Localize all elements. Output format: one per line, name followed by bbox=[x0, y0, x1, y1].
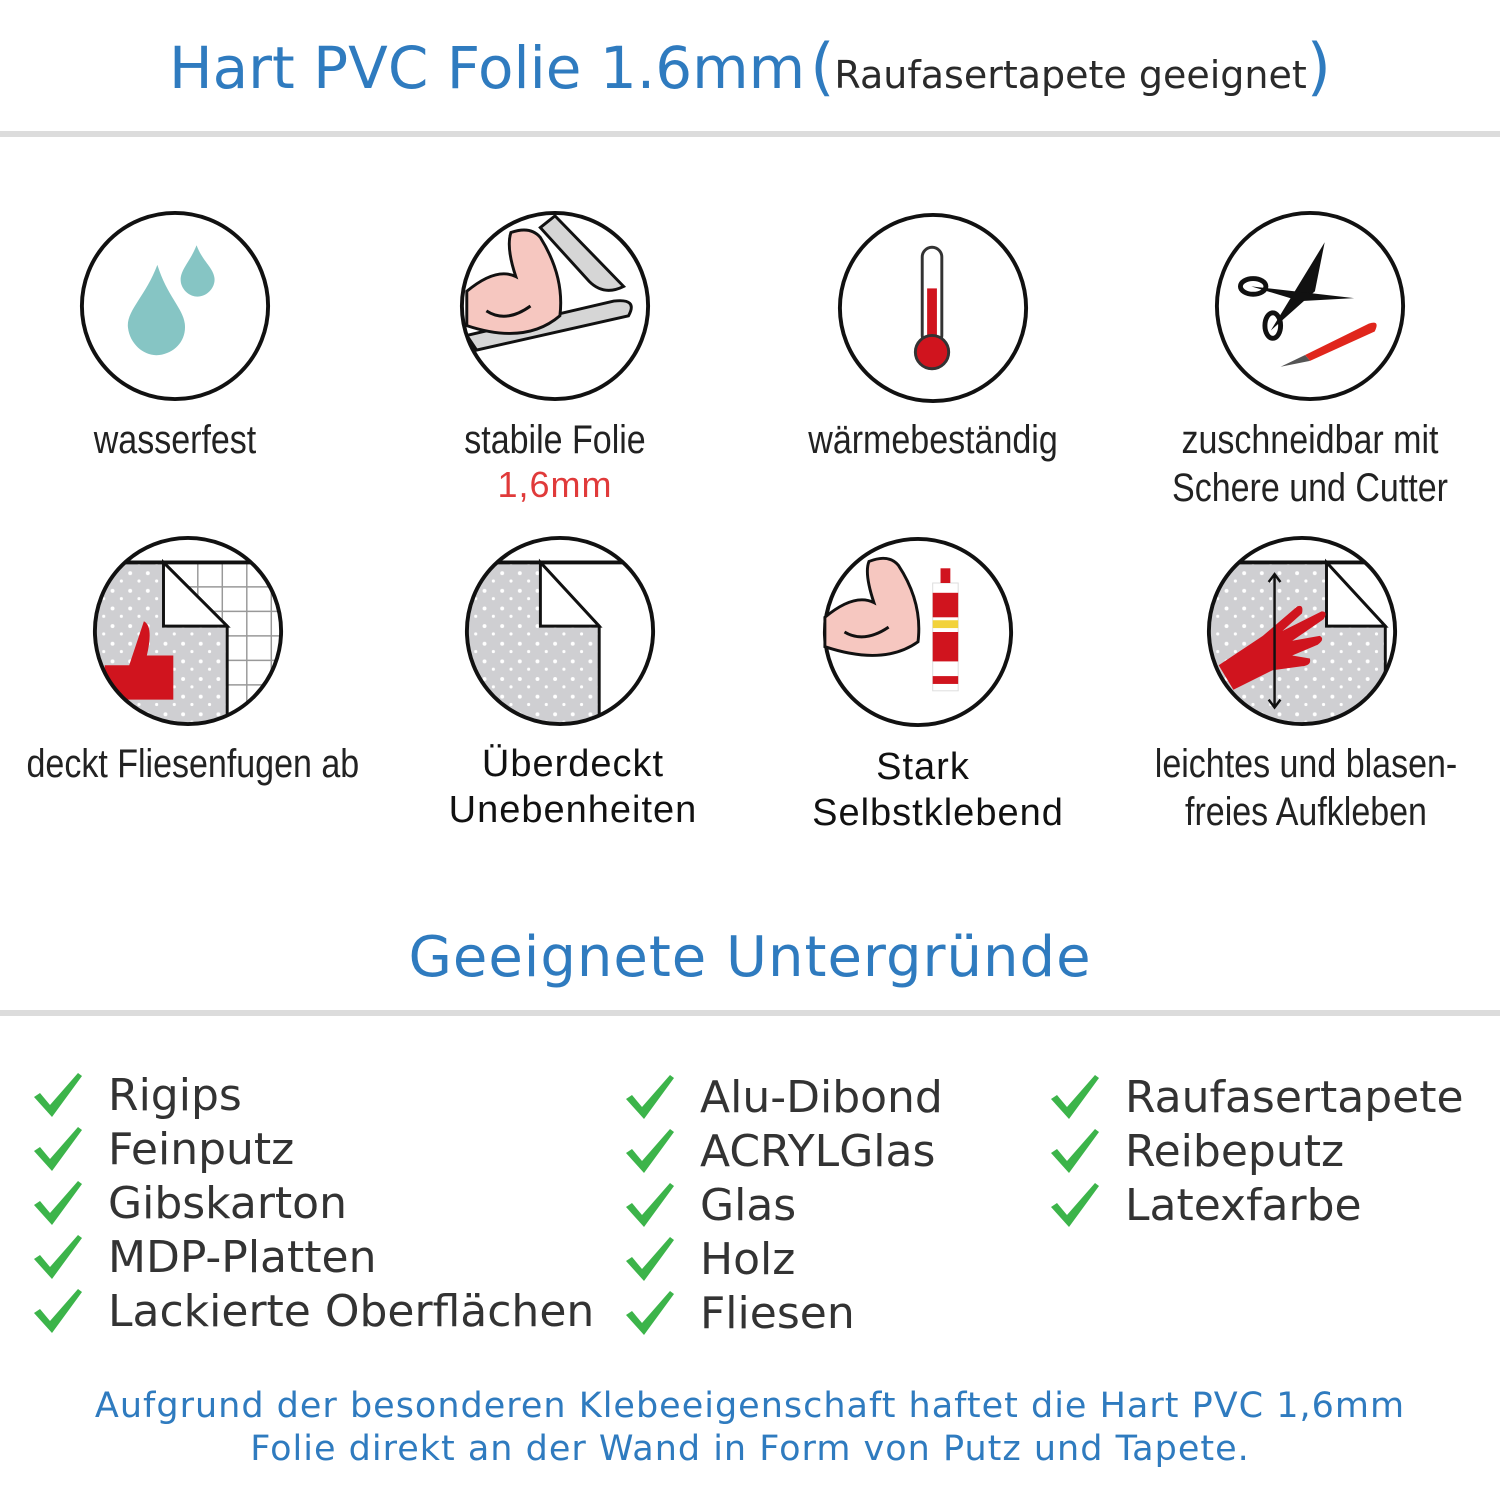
surface-item: Latexfarbe bbox=[1049, 1178, 1464, 1232]
surface-item: Glas bbox=[624, 1178, 943, 1232]
scissors-cutter-icon bbox=[1214, 210, 1406, 402]
surface-item: Alu-Dibond bbox=[624, 1070, 943, 1124]
hand-apply-icon bbox=[1206, 535, 1398, 727]
surface-label: Reibeputz bbox=[1125, 1125, 1345, 1177]
check-icon bbox=[34, 1235, 82, 1279]
surface-label: Lackierte Oberflächen bbox=[108, 1285, 595, 1337]
surface-item: Holz bbox=[624, 1232, 943, 1286]
surface-item: MDP-Platten bbox=[32, 1230, 594, 1284]
check-icon bbox=[1051, 1183, 1099, 1227]
check-icon bbox=[34, 1127, 82, 1171]
feature-easy-apply: leichtes und blasen- freies Aufkleben bbox=[1154, 742, 1458, 834]
surface-item: Rigips bbox=[32, 1068, 594, 1122]
surface-label: MDP-Platten bbox=[108, 1231, 377, 1283]
surface-label: Rigips bbox=[108, 1069, 242, 1121]
surface-label: Alu-Dibond bbox=[700, 1071, 943, 1123]
water-drops-icon bbox=[79, 210, 271, 402]
surface-label: Feinputz bbox=[108, 1123, 295, 1175]
check-icon bbox=[626, 1183, 674, 1227]
strong-film-icon bbox=[459, 210, 651, 402]
feature-uneven: Überdeckt Unebenheiten bbox=[448, 743, 698, 831]
check-icon bbox=[626, 1075, 674, 1119]
surface-label: ACRYLGlas bbox=[700, 1125, 936, 1177]
surface-label: Glas bbox=[700, 1179, 797, 1231]
uneven-surface-icon bbox=[464, 535, 656, 727]
surfaces-column-1: Rigips Feinputz Gibskarton MDP-Platten Lacki… bbox=[32, 1068, 594, 1338]
surface-label: Holz bbox=[700, 1233, 796, 1285]
page-title: Hart PVC Folie 1.6mm (Raufasertapete gee… bbox=[168, 30, 1331, 103]
surface-label: Latexfarbe bbox=[1125, 1179, 1362, 1231]
surfaces-heading: Geeignete Untergründe bbox=[408, 925, 1092, 990]
check-icon bbox=[1051, 1075, 1099, 1119]
tile-joints-icon bbox=[92, 535, 284, 727]
divider bbox=[0, 131, 1500, 137]
check-icon bbox=[626, 1291, 674, 1335]
surfaces-column-3: Raufasertapete Reibeputz Latexfarbe bbox=[1049, 1070, 1464, 1232]
divider bbox=[0, 1010, 1500, 1016]
check-icon bbox=[34, 1181, 82, 1225]
surface-item: Feinputz bbox=[32, 1122, 594, 1176]
feature-cuttable: zuschneidbar mit Schere und Cutter bbox=[1172, 418, 1448, 510]
thermometer-icon bbox=[837, 212, 1029, 404]
thickness-highlight: 1,6mm bbox=[497, 464, 613, 505]
feature-adhesive: Stark Selbstklebend bbox=[812, 746, 1064, 834]
footer-note: Aufgrund der besonderen Klebeeigenschaft… bbox=[94, 1386, 1406, 1469]
check-icon bbox=[626, 1129, 674, 1173]
check-icon bbox=[626, 1237, 674, 1281]
surface-label: Raufasertapete bbox=[1125, 1071, 1464, 1123]
surface-item: Fliesen bbox=[624, 1286, 943, 1340]
surfaces-column-2: Alu-Dibond ACRYLGlas Glas Holz Fliesen bbox=[624, 1070, 943, 1340]
strong-adhesive-icon bbox=[822, 536, 1014, 728]
feature-tile-joints: deckt Fliesenfugen ab bbox=[26, 742, 360, 786]
surface-label: Gibskarton bbox=[108, 1177, 347, 1229]
surface-label: Fliesen bbox=[700, 1287, 855, 1339]
check-icon bbox=[1051, 1129, 1099, 1173]
feature-heat-resistant: wärmebeständig bbox=[808, 418, 1058, 462]
surface-item: ACRYLGlas bbox=[624, 1124, 943, 1178]
surface-item: Reibeputz bbox=[1049, 1124, 1464, 1178]
check-icon bbox=[34, 1289, 82, 1333]
check-icon bbox=[34, 1073, 82, 1117]
surface-item: Lackierte Oberflächen bbox=[32, 1284, 594, 1338]
surface-item: Raufasertapete bbox=[1049, 1070, 1464, 1124]
feature-waterproof: wasserfest bbox=[93, 418, 257, 462]
feature-stable-film: stabile Folie 1,6mm bbox=[365, 417, 745, 507]
surface-item: Gibskarton bbox=[32, 1176, 594, 1230]
